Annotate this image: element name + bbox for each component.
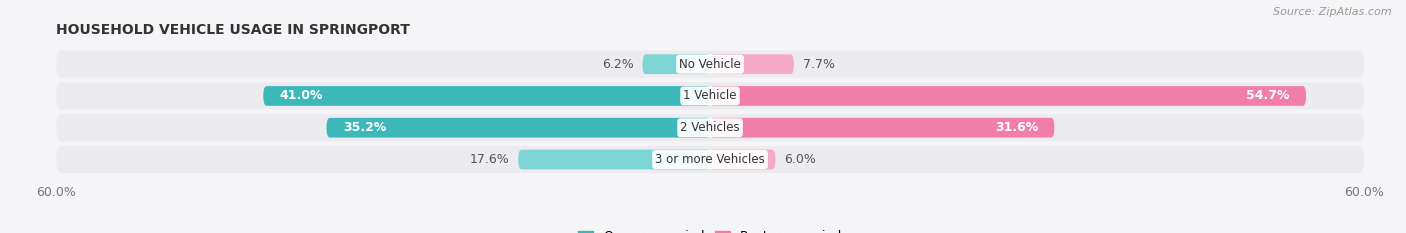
Text: 31.6%: 31.6% [995,121,1038,134]
Legend: Owner-occupied, Renter-occupied: Owner-occupied, Renter-occupied [574,225,846,233]
FancyBboxPatch shape [710,54,794,74]
Text: 2 Vehicles: 2 Vehicles [681,121,740,134]
FancyBboxPatch shape [710,118,1054,137]
FancyBboxPatch shape [519,150,710,169]
FancyBboxPatch shape [56,51,1364,78]
FancyBboxPatch shape [710,86,1306,106]
Text: 6.2%: 6.2% [602,58,634,71]
Text: 41.0%: 41.0% [280,89,323,103]
Text: 6.0%: 6.0% [785,153,815,166]
Text: 1 Vehicle: 1 Vehicle [683,89,737,103]
Text: 17.6%: 17.6% [470,153,509,166]
Text: Source: ZipAtlas.com: Source: ZipAtlas.com [1274,7,1392,17]
FancyBboxPatch shape [56,82,1364,110]
Text: No Vehicle: No Vehicle [679,58,741,71]
FancyBboxPatch shape [326,118,710,137]
FancyBboxPatch shape [643,54,710,74]
Text: 35.2%: 35.2% [343,121,387,134]
FancyBboxPatch shape [710,150,776,169]
FancyBboxPatch shape [263,86,710,106]
FancyBboxPatch shape [56,114,1364,141]
Text: HOUSEHOLD VEHICLE USAGE IN SPRINGPORT: HOUSEHOLD VEHICLE USAGE IN SPRINGPORT [56,23,411,37]
FancyBboxPatch shape [56,146,1364,173]
Text: 54.7%: 54.7% [1246,89,1289,103]
Text: 7.7%: 7.7% [803,58,835,71]
Text: 3 or more Vehicles: 3 or more Vehicles [655,153,765,166]
